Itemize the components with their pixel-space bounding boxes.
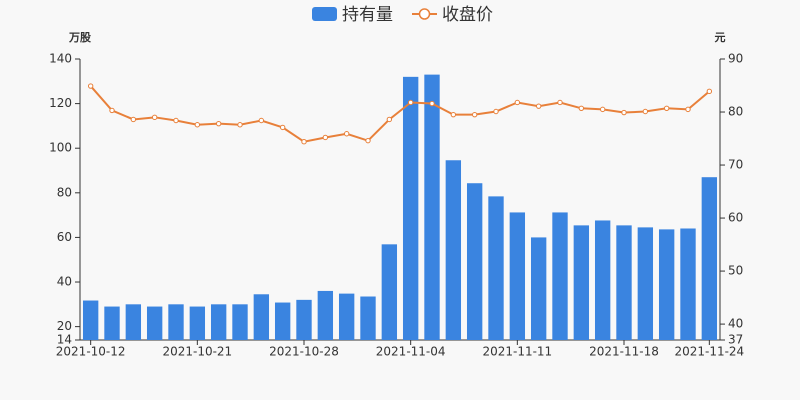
bar — [381, 244, 398, 340]
bar — [210, 304, 227, 340]
line-point — [322, 134, 329, 141]
line-point — [173, 117, 179, 124]
y-tick-label: 20 — [57, 319, 72, 333]
y-tick-label: 120 — [49, 96, 72, 110]
bar — [530, 237, 547, 340]
line-point — [109, 107, 115, 114]
bar — [701, 177, 718, 340]
line-point — [194, 122, 201, 128]
y-tick-label: 80 — [57, 185, 72, 199]
legend-label: 收盘价 — [442, 5, 493, 25]
x-tick-label: 2021-11-18 — [589, 345, 659, 359]
bar — [82, 300, 99, 340]
bar — [104, 306, 120, 340]
y-tick-label: 140 — [49, 52, 72, 66]
line-point — [343, 131, 350, 137]
bar — [360, 296, 376, 340]
legend-icon — [418, 8, 431, 20]
line-point — [663, 105, 670, 112]
line-point — [429, 100, 435, 107]
line-point — [279, 124, 286, 131]
y2-axis-label: 元 — [715, 31, 726, 44]
legend-icon — [312, 7, 337, 21]
line-point — [535, 103, 542, 109]
line-point — [642, 108, 649, 115]
y2-tick-label: 70 — [728, 158, 743, 172]
bar — [637, 227, 654, 340]
line-point — [514, 99, 521, 106]
y-tick-label: 14 — [57, 333, 72, 347]
line-point — [599, 106, 606, 113]
x-tick-label: 2021-10-21 — [162, 345, 232, 359]
y2-tick-label: 50 — [728, 264, 743, 278]
line-point — [151, 114, 158, 121]
x-tick-label: 2021-10-28 — [269, 345, 339, 359]
line-point — [237, 122, 243, 128]
bar — [552, 212, 568, 340]
y-tick-label: 60 — [57, 230, 72, 244]
bar — [146, 306, 163, 340]
y-tick-label: 100 — [49, 141, 72, 155]
bar — [658, 229, 675, 340]
bar — [445, 160, 462, 340]
bar — [253, 294, 270, 340]
line-point — [706, 88, 713, 95]
line-point — [87, 83, 94, 89]
x-tick-label: 2021-10-12 — [56, 345, 126, 359]
line-point — [215, 120, 222, 127]
bar — [488, 196, 504, 340]
y-tick-label: 40 — [57, 275, 72, 289]
bar — [616, 225, 632, 340]
bar — [509, 212, 526, 340]
bar — [680, 228, 696, 340]
bar — [317, 290, 334, 340]
bar — [402, 76, 419, 340]
line-point — [258, 117, 265, 124]
y-axis-label: 万股 — [68, 31, 92, 44]
line-point — [578, 105, 585, 112]
legend-label: 持有量 — [342, 5, 393, 25]
line-point — [130, 116, 137, 123]
x-tick-label: 2021-11-11 — [482, 345, 552, 359]
y2-tick-label: 60 — [728, 211, 743, 225]
line-point — [365, 137, 371, 144]
line-point — [493, 108, 499, 115]
bar — [168, 304, 184, 340]
bar — [338, 293, 355, 340]
line-point — [450, 111, 457, 118]
bar — [232, 304, 248, 340]
bar — [125, 304, 142, 340]
line-point — [685, 106, 691, 113]
line-point — [557, 99, 563, 106]
x-tick-label: 2021-11-24 — [674, 345, 744, 359]
line-point — [471, 111, 478, 118]
line-point — [621, 109, 627, 116]
bar — [189, 306, 206, 340]
y2-tick-label: 37 — [728, 333, 743, 347]
line-point — [301, 139, 307, 145]
bar — [594, 220, 611, 340]
line — [89, 85, 710, 143]
y2-tick-label: 40 — [728, 317, 743, 331]
line-point — [407, 99, 414, 106]
line-point — [386, 116, 393, 123]
y2-tick-label: 80 — [728, 105, 743, 119]
x-tick-label: 2021-11-04 — [376, 345, 446, 359]
y2-tick-label: 90 — [728, 52, 743, 66]
bar — [424, 74, 440, 340]
bar — [573, 225, 590, 340]
bar — [296, 299, 312, 340]
bar — [466, 183, 483, 340]
bar — [274, 302, 291, 340]
